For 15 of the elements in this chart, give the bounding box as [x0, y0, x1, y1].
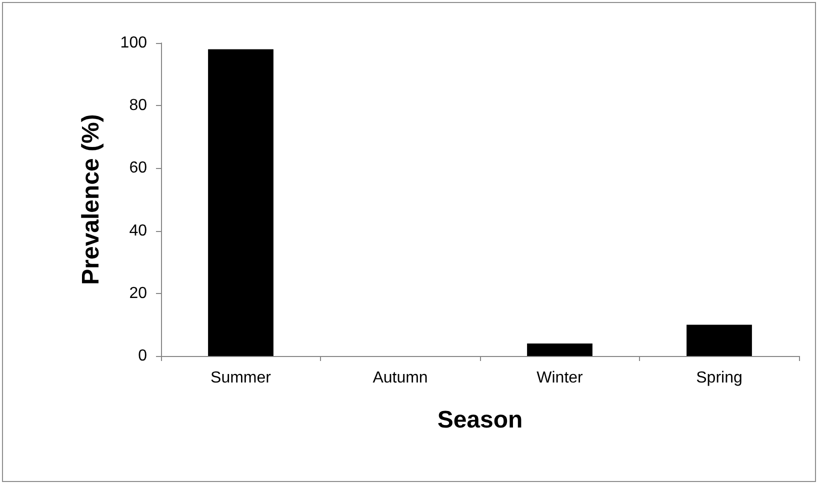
bar: [527, 343, 592, 356]
x-tick-label: Winter: [536, 370, 584, 386]
y-tick-label: 20: [129, 284, 148, 302]
x-tick-label: Summer: [210, 370, 272, 386]
y-tick-label: 0: [138, 348, 148, 364]
y-axis-title: Prevalence (%): [78, 114, 104, 285]
y-tick-label: 40: [129, 222, 148, 240]
bar: [208, 49, 274, 356]
y-tick-label: 80: [129, 97, 148, 114]
x-tick-label: Spring: [696, 370, 742, 386]
y-tick-label: 60: [129, 160, 148, 177]
y-tick-label: 100: [120, 34, 148, 52]
bar: [686, 324, 752, 356]
x-axis-title: Season: [437, 406, 523, 434]
x-tick-label: Autumn: [372, 370, 428, 386]
